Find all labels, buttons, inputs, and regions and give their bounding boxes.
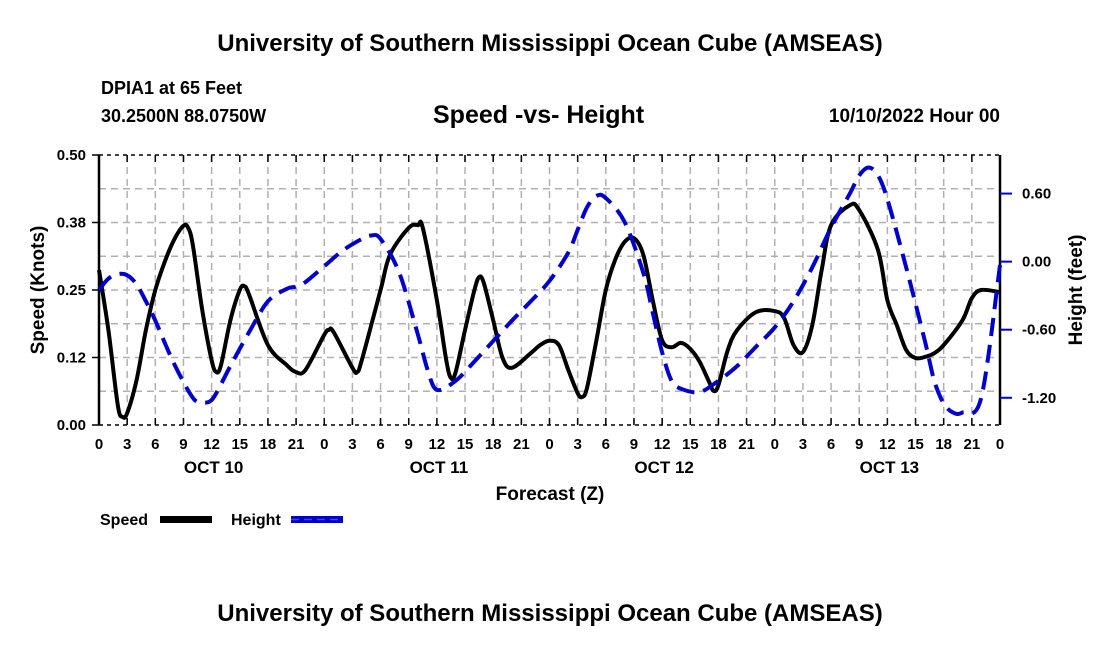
y-tick-label: 0.38 bbox=[57, 215, 86, 232]
legend-speed-swatch bbox=[160, 516, 212, 523]
x-tick-label: 12 bbox=[654, 436, 671, 453]
y2-tick-label: -0.60 bbox=[1022, 322, 1056, 339]
series-line-speed bbox=[97, 201, 1001, 420]
y2-tick-label: 0.00 bbox=[1022, 254, 1051, 271]
x-tick-label: 0 bbox=[320, 436, 328, 453]
x-tick-label: 18 bbox=[935, 436, 952, 453]
date-label: OCT 13 bbox=[860, 458, 920, 477]
y-tick-label: 0.25 bbox=[57, 282, 86, 299]
x-tick-label: 12 bbox=[429, 436, 446, 453]
x-tick-label: 3 bbox=[123, 436, 131, 453]
x-tick-label: 6 bbox=[602, 436, 610, 453]
x-tick-label: 3 bbox=[799, 436, 807, 453]
x-tick-label: 21 bbox=[738, 436, 755, 453]
y-axis-label: Speed (Knots) bbox=[28, 226, 49, 355]
coordinates-label: 30.2500N 88.0750W bbox=[101, 106, 267, 126]
y2-axis-label: Height (feet) bbox=[1066, 235, 1087, 346]
legend-height-label: Height bbox=[231, 512, 281, 529]
footer-title: University of Southern Mississippi Ocean… bbox=[217, 600, 883, 627]
x-tick-label: 18 bbox=[710, 436, 727, 453]
y-tick-label: 0.50 bbox=[57, 147, 86, 164]
x-tick-label: 0 bbox=[771, 436, 779, 453]
legend-speed-label: Speed bbox=[100, 512, 148, 529]
datetime-label: 10/10/2022 Hour 00 bbox=[828, 106, 1000, 127]
y2-tick-label: -1.20 bbox=[1022, 390, 1056, 407]
chart-title: Speed -vs- Height bbox=[433, 101, 645, 129]
date-label: OCT 11 bbox=[410, 458, 469, 477]
x-tick-label: 0 bbox=[545, 436, 553, 453]
grid bbox=[99, 155, 1000, 425]
x-tick-label: 15 bbox=[907, 436, 924, 453]
x-tick-label: 9 bbox=[405, 436, 413, 453]
date-label: OCT 12 bbox=[634, 458, 694, 477]
ticks: 0 3 6 9 12 15 18 21 0 3 6 9 12 15 18 21 0 3 6 9 12 15 18 21 0 3 6 9… bbox=[57, 147, 1056, 477]
x-tick-label: 3 bbox=[348, 436, 356, 453]
y-tick-label: 0.12 bbox=[57, 350, 86, 367]
x-tick-label: 6 bbox=[151, 436, 159, 453]
date-label: OCT 10 bbox=[184, 458, 244, 477]
series bbox=[97, 165, 1002, 420]
x-tick-label: 9 bbox=[179, 436, 187, 453]
x-tick-label: 18 bbox=[485, 436, 502, 453]
x-tick-label: 6 bbox=[376, 436, 384, 453]
x-tick-label: 21 bbox=[288, 436, 305, 453]
x-tick-label: 0 bbox=[95, 436, 103, 453]
x-tick-label: 9 bbox=[855, 436, 863, 453]
x-tick-label: 3 bbox=[573, 436, 581, 453]
legend: Speed Height bbox=[100, 512, 343, 529]
x-tick-label: 21 bbox=[964, 436, 981, 453]
x-tick-label: 15 bbox=[231, 436, 248, 453]
x-tick-label: 6 bbox=[827, 436, 835, 453]
series-line-height bbox=[97, 165, 1002, 417]
station-label: DPIA1 at 65 Feet bbox=[101, 78, 243, 98]
x-tick-label: 12 bbox=[203, 436, 220, 453]
x-tick-label: 15 bbox=[682, 436, 699, 453]
y-tick-label: 0.00 bbox=[57, 417, 86, 434]
x-tick-label: 18 bbox=[260, 436, 277, 453]
y2-tick-label: 0.60 bbox=[1022, 186, 1051, 203]
x-tick-label: 0 bbox=[996, 436, 1004, 453]
page-title: University of Southern Mississippi Ocean… bbox=[217, 30, 883, 57]
x-tick-label: 15 bbox=[457, 436, 474, 453]
x-tick-label: 12 bbox=[879, 436, 896, 453]
x-tick-label: 9 bbox=[630, 436, 638, 453]
x-tick-label: 21 bbox=[513, 436, 530, 453]
x-axis-label: Forecast (Z) bbox=[496, 484, 605, 505]
